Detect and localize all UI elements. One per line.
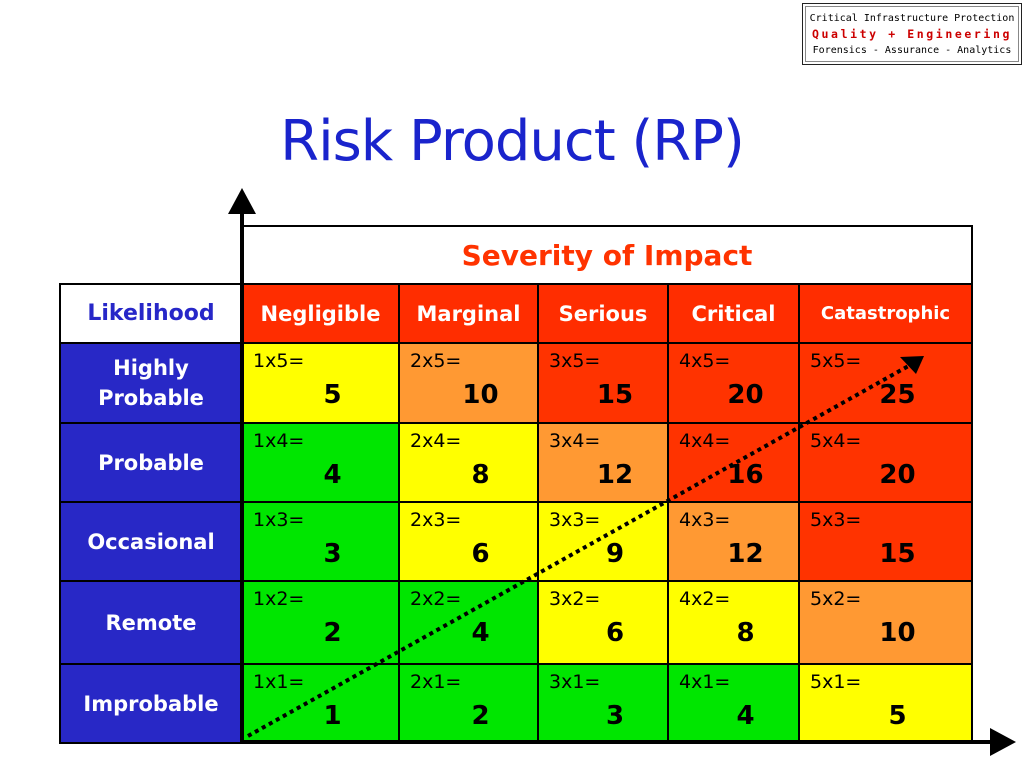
risk-cell-product: 8 xyxy=(471,460,490,490)
risk-cell: 1x2= 2 xyxy=(241,580,400,665)
risk-cell-formula: 5x2= xyxy=(810,588,862,610)
risk-cell: 4x4= 16 xyxy=(667,422,800,503)
risk-cell-formula: 3x5= xyxy=(549,350,601,372)
slide-title: Risk Product (RP) xyxy=(280,109,745,174)
risk-cell-product: 3 xyxy=(605,701,625,731)
company-logo: Critical Infrastructure Protection Quali… xyxy=(802,3,1022,65)
risk-cell-formula: 1x4= xyxy=(253,430,305,452)
risk-cell: 3x4= 12 xyxy=(537,422,669,503)
risk-cell-formula: 2x1= xyxy=(410,671,462,693)
risk-cell: 1x3= 3 xyxy=(241,501,400,582)
risk-cell-product: 2 xyxy=(471,701,490,731)
risk-cell-formula: 3x2= xyxy=(549,588,601,610)
column-header-critical: Critical xyxy=(667,283,800,344)
risk-cell-product: 3 xyxy=(323,539,342,569)
risk-cell-formula: 1x1= xyxy=(253,671,305,693)
risk-cell: 5x4= 20 xyxy=(798,422,973,503)
risk-cell-product: 5 xyxy=(888,701,907,731)
row-header-occasional: Occasional xyxy=(59,501,243,582)
risk-cell: 1x4= 4 xyxy=(241,422,400,503)
row-header-improbable: Improbable xyxy=(59,663,243,744)
column-header-catastrophic: Catastrophic xyxy=(798,283,973,344)
risk-cell-formula: 4x2= xyxy=(679,588,731,610)
risk-cell-product: 10 xyxy=(462,380,499,410)
logo-line-3: Forensics - Assurance - Analytics xyxy=(812,44,1012,56)
risk-cell-formula: 4x3= xyxy=(679,509,731,531)
risk-cell-formula: 2x4= xyxy=(410,430,462,452)
risk-cell: 1x5= 5 xyxy=(241,342,400,424)
risk-cell: 2x1= 2 xyxy=(398,663,539,744)
risk-cell-product: 4 xyxy=(736,701,755,731)
risk-cell-formula: 2x2= xyxy=(410,588,462,610)
risk-cell-product: 20 xyxy=(879,460,916,490)
risk-cell: 2x4= 8 xyxy=(398,422,539,503)
column-header-marginal: Marginal xyxy=(398,283,539,344)
risk-cell: 4x3= 12 xyxy=(667,501,800,582)
row-header-remote: Remote xyxy=(59,580,243,665)
risk-cell-product: 9 xyxy=(605,539,625,569)
risk-cell: 4x2= 8 xyxy=(667,580,800,665)
risk-cell: 5x2= 10 xyxy=(798,580,973,665)
risk-cell-formula: 4x5= xyxy=(679,350,731,372)
risk-cell-formula: 1x2= xyxy=(253,588,305,610)
risk-cell-product: 15 xyxy=(879,539,916,569)
risk-cell-product: 20 xyxy=(727,380,764,410)
risk-cell-product: 15 xyxy=(596,380,634,410)
horizontal-axis-arrowhead xyxy=(990,728,1016,756)
risk-cell-formula: 4x4= xyxy=(679,430,731,452)
risk-cell-formula: 3x4= xyxy=(549,430,601,452)
risk-cell: 4x5= 20 xyxy=(667,342,800,424)
risk-cell-formula: 3x1= xyxy=(549,671,601,693)
risk-cell-product: 4 xyxy=(471,618,490,648)
risk-cell-formula: 3x3= xyxy=(549,509,601,531)
risk-cell: 5x5= 25 xyxy=(798,342,973,424)
risk-cell: 4x1= 4 xyxy=(667,663,800,744)
risk-cell-product: 6 xyxy=(605,618,625,648)
risk-cell: 3x1= 3 xyxy=(537,663,669,744)
risk-cell-product: 16 xyxy=(727,460,764,490)
column-header-negligible: Negligible xyxy=(241,283,400,344)
risk-cell: 3x3= 9 xyxy=(537,501,669,582)
risk-cell-formula: 5x3= xyxy=(810,509,862,531)
risk-cell-product: 10 xyxy=(879,618,916,648)
risk-cell-product: 2 xyxy=(323,618,342,648)
vertical-axis-arrowhead xyxy=(228,188,256,214)
risk-cell-product: 12 xyxy=(727,539,764,569)
risk-cell: 5x1= 5 xyxy=(798,663,973,744)
row-header-probable: Probable xyxy=(59,422,243,503)
risk-cell-product: 25 xyxy=(879,380,916,410)
risk-cell-formula: 5x1= xyxy=(810,671,862,693)
risk-cell-formula: 1x3= xyxy=(253,509,305,531)
risk-cell-formula: 4x1= xyxy=(679,671,731,693)
risk-cell-product: 5 xyxy=(323,380,342,410)
row-header-highly-probable: Highly Probable xyxy=(59,342,243,424)
risk-cell-formula: 2x5= xyxy=(410,350,462,372)
risk-cell-product: 6 xyxy=(471,539,490,569)
severity-header: Severity of Impact xyxy=(241,225,973,285)
risk-cell-formula: 1x5= xyxy=(253,350,305,372)
risk-cell-product: 4 xyxy=(323,460,342,490)
risk-cell: 2x3= 6 xyxy=(398,501,539,582)
risk-cell-formula: 5x5= xyxy=(810,350,862,372)
risk-cell: 2x5= 10 xyxy=(398,342,539,424)
risk-cell-formula: 5x4= xyxy=(810,430,862,452)
risk-cell-formula: 2x3= xyxy=(410,509,462,531)
risk-cell-product: 8 xyxy=(736,618,755,648)
risk-cell: 2x2= 4 xyxy=(398,580,539,665)
risk-cell-product: 1 xyxy=(323,701,342,731)
column-header-serious: Serious xyxy=(537,283,669,344)
logo-line-1: Critical Infrastructure Protection xyxy=(809,12,1015,24)
risk-cell: 1x1= 1 xyxy=(241,663,400,744)
risk-cell-product: 12 xyxy=(596,460,634,490)
logo-line-2: Quality + Engineering xyxy=(812,26,1012,41)
risk-cell: 3x2= 6 xyxy=(537,580,669,665)
risk-cell: 3x5= 15 xyxy=(537,342,669,424)
likelihood-header: Likelihood xyxy=(59,283,243,344)
risk-cell: 5x3= 15 xyxy=(798,501,973,582)
